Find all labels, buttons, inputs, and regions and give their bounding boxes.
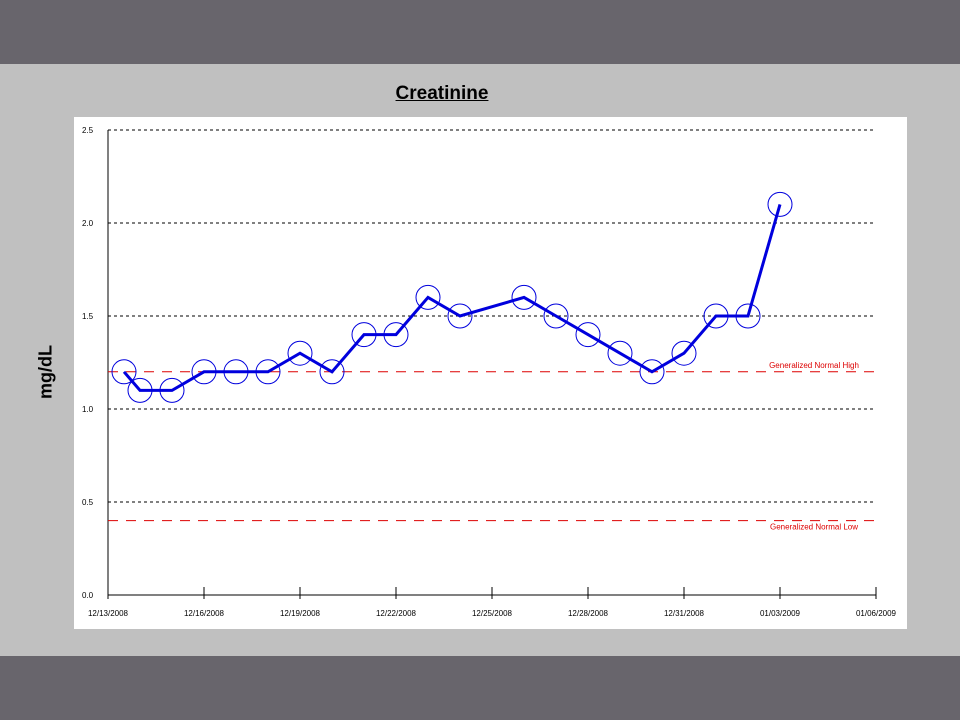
- reference-lines-layer: Generalized Normal High Generalized Norma…: [108, 361, 876, 532]
- data-point-marker: [287, 340, 313, 366]
- data-point-marker: [511, 284, 537, 310]
- chart-svg: 0.0 0.5 1.0 1.5 2.0 2.5 12/13/2008 12/16/2008 12…: [82, 126, 897, 618]
- data-point-marker: [111, 359, 137, 385]
- data-point-marker: [671, 340, 697, 366]
- x-tick-label: 12/19/2008: [280, 609, 321, 618]
- reference-line-label: Generalized Normal High: [769, 361, 859, 370]
- top-band: [0, 0, 960, 64]
- y-tick-label: 0.5: [82, 498, 94, 507]
- data-point-marker: [447, 303, 473, 329]
- x-tick-label: 01/06/2009: [856, 609, 897, 618]
- y-tick-label: 2.5: [82, 126, 94, 135]
- data-point-marker: [767, 191, 793, 217]
- x-tick-label: 12/28/2008: [568, 609, 609, 618]
- data-point-marker: [415, 284, 441, 310]
- grid-layer: [108, 129, 876, 503]
- data-point-marker: [319, 359, 345, 385]
- series-layer: [111, 191, 793, 403]
- series-line: [122, 203, 782, 392]
- axis-layer: 0.0 0.5 1.0 1.5 2.0 2.5 12/13/2008 12/16/2008 12…: [82, 126, 897, 618]
- data-point-marker: [639, 359, 665, 385]
- x-tick-label: 12/16/2008: [184, 609, 225, 618]
- y-axis-title: mg/dL: [35, 345, 56, 399]
- x-tick-label: 12/13/2008: [88, 609, 129, 618]
- x-tick-label: 12/31/2008: [664, 609, 705, 618]
- y-tick-label: 1.0: [82, 405, 94, 414]
- plot-panel: 0.0 0.5 1.0 1.5 2.0 2.5 12/13/2008 12/16/2008 12…: [74, 117, 907, 629]
- reference-line-label: Generalized Normal Low: [770, 523, 858, 532]
- x-tick-label: 12/25/2008: [472, 609, 513, 618]
- x-tick-label: 01/03/2009: [760, 609, 801, 618]
- y-tick-label: 0.0: [82, 591, 94, 600]
- y-tick-label: 2.0: [82, 219, 94, 228]
- chart-title: Creatinine: [395, 83, 489, 104]
- data-point-marker: [575, 322, 601, 348]
- x-tick-label: 12/22/2008: [376, 609, 417, 618]
- data-point-marker: [607, 340, 633, 366]
- bottom-band: [0, 656, 960, 720]
- y-tick-label: 1.5: [82, 312, 94, 321]
- data-point-marker: [543, 303, 569, 329]
